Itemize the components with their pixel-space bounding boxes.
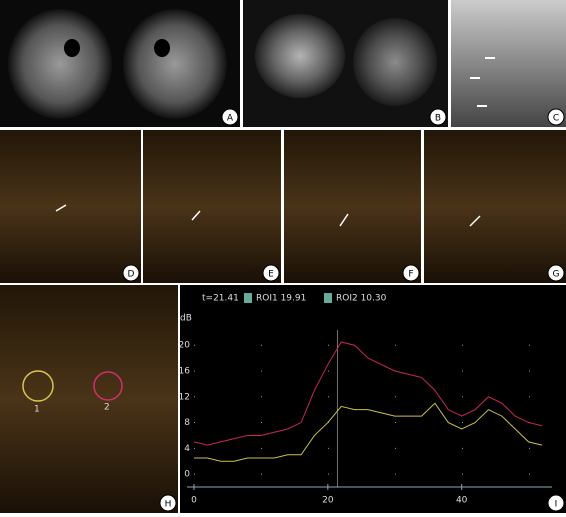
legend-entry: ROI2 10.30 bbox=[336, 294, 387, 304]
x-tick-label: 20 bbox=[322, 496, 334, 506]
y-tick-label: 8 bbox=[184, 418, 190, 428]
legend-entry: ROI1 19.91 bbox=[256, 294, 306, 304]
thigh bbox=[123, 9, 227, 119]
series-line bbox=[193, 341, 543, 446]
arrows bbox=[470, 57, 495, 107]
panel-badge bbox=[547, 108, 565, 126]
chart-panel bbox=[180, 285, 566, 513]
roi-circle bbox=[93, 371, 123, 401]
panel-badge bbox=[221, 108, 239, 126]
panel-label: F bbox=[408, 270, 413, 280]
roi-label: 1 bbox=[34, 405, 40, 415]
ultrasound-image bbox=[451, 0, 566, 127]
thigh bbox=[8, 9, 112, 119]
y-tick-label: 12 bbox=[179, 392, 190, 402]
panel-label: H bbox=[165, 500, 172, 510]
panel-badge bbox=[547, 494, 565, 512]
panel-badge bbox=[262, 264, 280, 282]
legend-swatch bbox=[244, 293, 252, 303]
arrows bbox=[55, 204, 481, 227]
panel-label: G bbox=[553, 270, 560, 280]
y-tick-label: 0 bbox=[184, 470, 190, 480]
panel-badge bbox=[402, 264, 420, 282]
ceus-image bbox=[0, 130, 141, 283]
y-tick-label: 16 bbox=[179, 367, 191, 377]
panel-badge bbox=[547, 264, 565, 282]
roi-label: 2 bbox=[104, 403, 110, 413]
panel-badge bbox=[159, 494, 177, 512]
y-tick-label: 20 bbox=[179, 341, 191, 351]
panel-badge bbox=[429, 108, 447, 126]
thigh bbox=[255, 14, 345, 98]
cursor-label: t=21.41 bbox=[202, 294, 239, 304]
panel-label: A bbox=[227, 114, 234, 124]
ceus-image bbox=[143, 130, 281, 283]
bone bbox=[64, 39, 80, 57]
x-tick-label: 0 bbox=[191, 496, 197, 506]
legend-swatch bbox=[324, 293, 332, 303]
panel-label: C bbox=[553, 114, 559, 124]
panel-label: E bbox=[268, 270, 274, 280]
roi-circle bbox=[22, 370, 54, 402]
panel-label: I bbox=[555, 500, 558, 510]
panel-label: D bbox=[128, 270, 135, 280]
ceus-image bbox=[0, 285, 178, 513]
y-tick-label: 4 bbox=[184, 444, 190, 454]
bone bbox=[154, 39, 170, 57]
ceus-image bbox=[424, 130, 566, 283]
ceus-image bbox=[284, 130, 421, 283]
series-line bbox=[194, 402, 543, 462]
y-axis-label: dB bbox=[180, 314, 192, 324]
panel-badge bbox=[122, 264, 140, 282]
thigh bbox=[353, 18, 437, 106]
x-tick-label: 40 bbox=[456, 496, 468, 506]
panel-label: B bbox=[435, 114, 441, 124]
